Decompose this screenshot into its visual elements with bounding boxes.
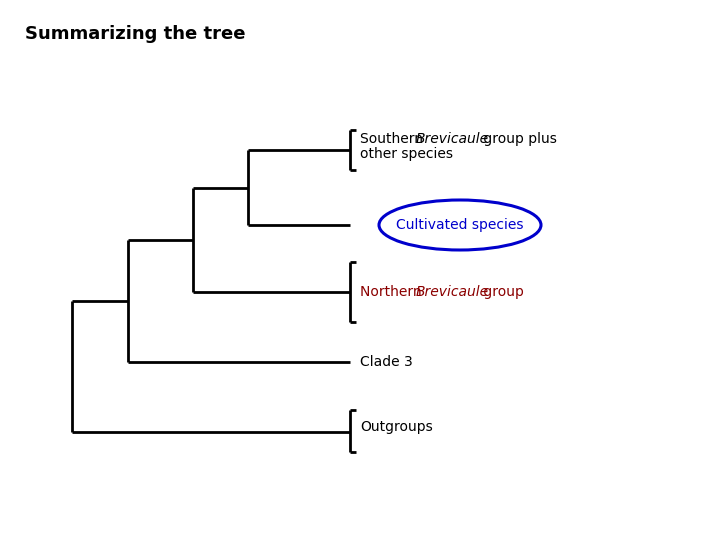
Text: Summarizing the tree: Summarizing the tree — [25, 25, 246, 43]
Text: Brevicaule: Brevicaule — [416, 285, 489, 299]
Text: Brevicaule: Brevicaule — [416, 132, 489, 146]
Text: Northern: Northern — [360, 285, 426, 299]
Text: Outgroups: Outgroups — [360, 420, 433, 434]
Text: group plus: group plus — [479, 132, 557, 146]
Text: group: group — [479, 285, 524, 299]
Text: Clade 3: Clade 3 — [360, 355, 413, 369]
Text: Southern: Southern — [360, 132, 428, 146]
Text: other species: other species — [360, 147, 453, 161]
Text: Cultivated species: Cultivated species — [396, 218, 523, 232]
